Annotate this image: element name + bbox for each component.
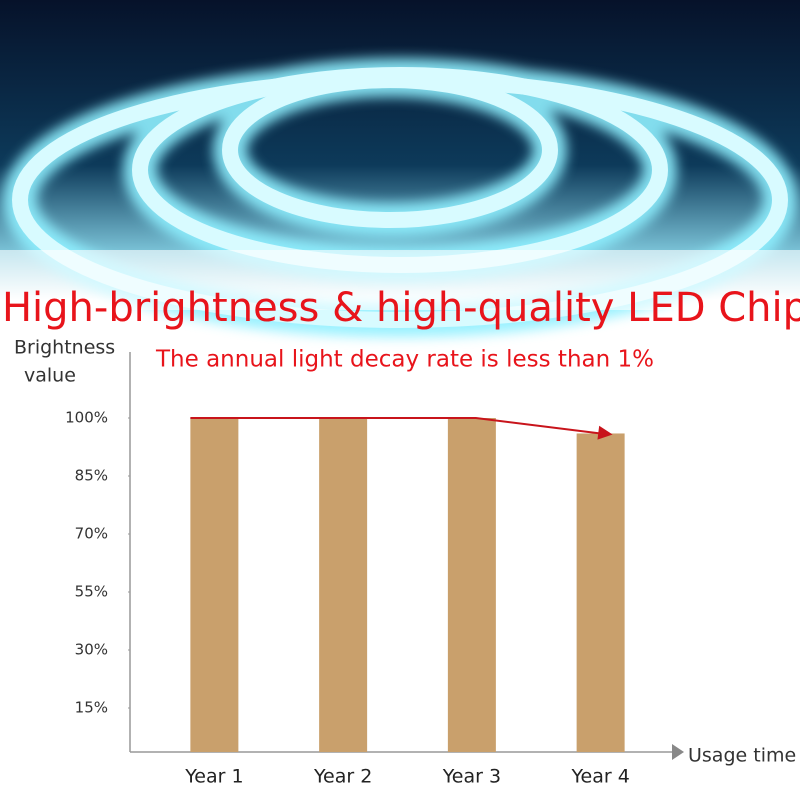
y-tick-label: 30% — [75, 641, 108, 659]
bar — [190, 418, 239, 752]
y-tick-label: 55% — [75, 583, 108, 601]
led-photo — [0, 0, 800, 337]
bar — [576, 433, 625, 752]
subtitle: The annual light decay rate is less than… — [155, 347, 654, 373]
x-axis-label: Usage time — [688, 745, 796, 767]
y-tick-label: 100% — [65, 409, 108, 427]
x-tick-label: Year 4 — [570, 766, 629, 788]
y-tick-label: 85% — [75, 467, 108, 485]
y-tick-label: 70% — [75, 525, 108, 543]
x-tick-label: Year 2 — [313, 766, 372, 788]
y-tick-label: 15% — [75, 699, 108, 717]
trend-arrowhead — [597, 425, 613, 440]
x-tick-label: Year 3 — [442, 766, 501, 788]
bar — [447, 418, 496, 752]
x-tick-label: Year 1 — [184, 766, 243, 788]
y-axis-label: Brightness — [14, 337, 115, 359]
title: High-brightness & high-quality LED Chip — [2, 285, 800, 331]
x-axis-arrow — [672, 744, 684, 760]
y-axis-label: value — [24, 365, 76, 387]
bar — [319, 418, 368, 752]
trend-line — [190, 417, 601, 435]
